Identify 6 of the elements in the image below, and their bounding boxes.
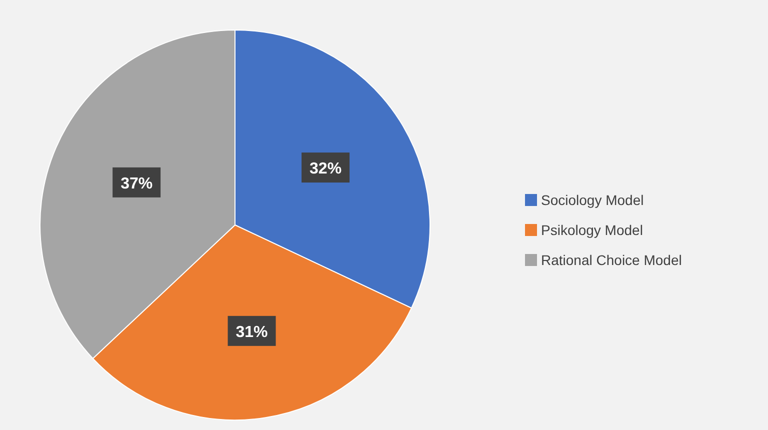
legend-label: Rational Choice Model xyxy=(541,252,682,268)
data-label: 32% xyxy=(310,160,342,178)
data-label: 37% xyxy=(120,175,153,192)
legend-label: Sociology Model xyxy=(541,192,644,208)
legend-label: Psikology Model xyxy=(541,222,643,238)
data-label: 31% xyxy=(236,324,268,341)
